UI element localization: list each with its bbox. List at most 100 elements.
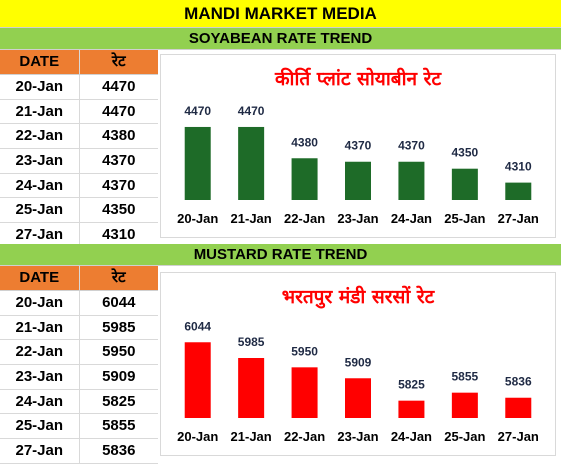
soyabean-x-tick-label: 27-Jan	[498, 211, 539, 226]
rate-cell: 5950	[102, 343, 136, 361]
rate-cell: 5855	[102, 417, 136, 435]
table-row: 25-Jan 4350	[0, 198, 158, 224]
date-cell: 25-Jan	[0, 198, 80, 223]
soyabean-x-tick-label: 21-Jan	[231, 211, 272, 226]
table-row: 24-Jan 4370	[0, 173, 158, 199]
table-row: 23-Jan 5909	[0, 365, 158, 390]
mustard-x-tick-label: 25-Jan	[444, 429, 485, 444]
mustard-data-label: 6044	[184, 319, 211, 333]
rate-column-header: रेट	[111, 53, 126, 70]
date-cell: 23-Jan	[0, 365, 80, 389]
date-cell: 24-Jan	[0, 389, 80, 414]
mustard-data-label: 5836	[505, 375, 532, 389]
mustard-x-tick-label: 24-Jan	[391, 429, 432, 444]
mustard-chart: भरतपुर मंडी सरसों रेट 6044 20-Jan 5985 21-Ja…	[160, 272, 556, 456]
soyabean-data-label: 4380	[291, 135, 318, 149]
page-title: MANDI MARKET MEDIA	[0, 0, 561, 28]
rate-cell: 4380	[102, 127, 136, 145]
mustard-bar	[345, 378, 371, 418]
soyabean-data-label: 4370	[345, 139, 372, 153]
soyabean-data-label: 4310	[505, 160, 532, 174]
soyabean-bar	[451, 168, 478, 200]
soyabean-bar	[291, 158, 318, 200]
date-column-header: DATE	[0, 50, 80, 74]
table-row: 22-Jan 5950	[0, 340, 158, 366]
soyabean-x-tick-label: 23-Jan	[337, 211, 378, 226]
rate-cell: 6044	[102, 294, 136, 311]
table-row: 27-Jan 4310	[0, 223, 158, 248]
table-row: 20-Jan 4470	[0, 75, 158, 100]
mustard-chart-title: भरतपुर मंडी सरसों रेट	[282, 285, 436, 309]
soyabean-bar	[398, 161, 425, 200]
date-cell: 24-Jan	[0, 173, 80, 198]
mustard-x-tick-label: 27-Jan	[498, 429, 539, 444]
rate-cell: 5825	[102, 392, 136, 410]
rate-cell: 4370	[102, 152, 136, 170]
mustard-bar	[238, 358, 265, 418]
table-row: 24-Jan 5825	[0, 389, 158, 415]
mustard-x-tick-label: 22-Jan	[284, 429, 325, 444]
table-row: 27-Jan 5836	[0, 439, 158, 464]
table-row: 21-Jan 5985	[0, 315, 158, 341]
mustard-section-title: MUSTARD RATE TREND	[0, 244, 561, 266]
table-header: DATE रेट	[0, 266, 158, 291]
rate-cell: 4470	[102, 102, 136, 120]
soyabean-bar	[505, 182, 532, 200]
soyabean-chart: कीर्ति प्लांट सोयाबीन रेट 4470 20-Jan 4470 2…	[160, 54, 556, 238]
table-row: 20-Jan 6044	[0, 291, 158, 316]
soyabean-x-tick-label: 24-Jan	[391, 211, 432, 226]
date-cell: 22-Jan	[0, 340, 80, 365]
date-cell: 27-Jan	[0, 439, 80, 463]
soyabean-chart-title: कीर्ति प्लांट सोयाबीन रेट	[274, 67, 442, 90]
rate-cell: 4350	[102, 201, 136, 219]
table-row: 21-Jan 4470	[0, 99, 158, 125]
rate-cell: 4370	[102, 176, 136, 194]
mustard-bar	[505, 397, 532, 418]
soyabean-bar	[238, 126, 265, 200]
date-cell: 20-Jan	[0, 291, 80, 315]
soyabean-chart-svg: कीर्ति प्लांट सोयाबीन रेट 4470 20-Jan 4470 2…	[177, 67, 539, 226]
rate-cell: 5909	[102, 368, 136, 386]
soyabean-data-label: 4470	[238, 104, 265, 118]
table-header: DATE रेट	[0, 50, 158, 75]
mustard-bar	[451, 392, 478, 418]
mustard-bar	[291, 367, 318, 418]
rate-cell: 4310	[102, 226, 136, 244]
date-cell: 21-Jan	[0, 99, 80, 124]
mustard-x-tick-label: 21-Jan	[231, 429, 272, 444]
date-cell: 21-Jan	[0, 315, 80, 340]
mustard-data-label: 5950	[291, 344, 318, 358]
mustard-data-label: 5855	[452, 370, 479, 384]
date-cell: 23-Jan	[0, 149, 80, 173]
soyabean-data-label: 4370	[398, 139, 425, 153]
soyabean-rate-table: DATE रेट 20-Jan 4470 21-Jan 4470 22-Jan 4380 2…	[0, 50, 158, 248]
rate-column-header: रेट	[111, 269, 126, 286]
mustard-x-tick-label: 23-Jan	[337, 429, 378, 444]
mustard-bar	[184, 342, 211, 418]
soyabean-bar	[345, 161, 371, 200]
mustard-data-label: 5909	[345, 355, 372, 369]
mustard-rate-table: DATE रेट 20-Jan 6044 21-Jan 5985 22-Jan 5950 2…	[0, 266, 158, 464]
table-row: 25-Jan 5855	[0, 414, 158, 440]
mustard-data-label: 5985	[238, 335, 265, 349]
mustard-x-tick-label: 20-Jan	[177, 429, 218, 444]
soyabean-x-tick-label: 25-Jan	[444, 211, 485, 226]
table-row: 23-Jan 4370	[0, 149, 158, 174]
soyabean-data-label: 4470	[184, 104, 211, 118]
soyabean-bar	[184, 126, 211, 200]
rate-cell: 4470	[102, 78, 136, 95]
table-row: 22-Jan 4380	[0, 124, 158, 150]
date-cell: 20-Jan	[0, 75, 80, 99]
date-cell: 25-Jan	[0, 414, 80, 439]
mustard-bar	[398, 400, 425, 418]
soyabean-x-tick-label: 20-Jan	[177, 211, 218, 226]
mustard-chart-svg: भरतपुर मंडी सरसों रेट 6044 20-Jan 5985 21-Ja…	[177, 285, 539, 444]
soyabean-data-label: 4350	[452, 146, 479, 160]
rate-cell: 5985	[102, 318, 136, 336]
date-column-header: DATE	[0, 266, 80, 290]
soyabean-x-tick-label: 22-Jan	[284, 211, 325, 226]
date-cell: 22-Jan	[0, 124, 80, 149]
date-cell: 27-Jan	[0, 223, 80, 247]
rate-cell: 5836	[102, 442, 136, 460]
soyabean-section-title: SOYABEAN RATE TREND	[0, 28, 561, 50]
